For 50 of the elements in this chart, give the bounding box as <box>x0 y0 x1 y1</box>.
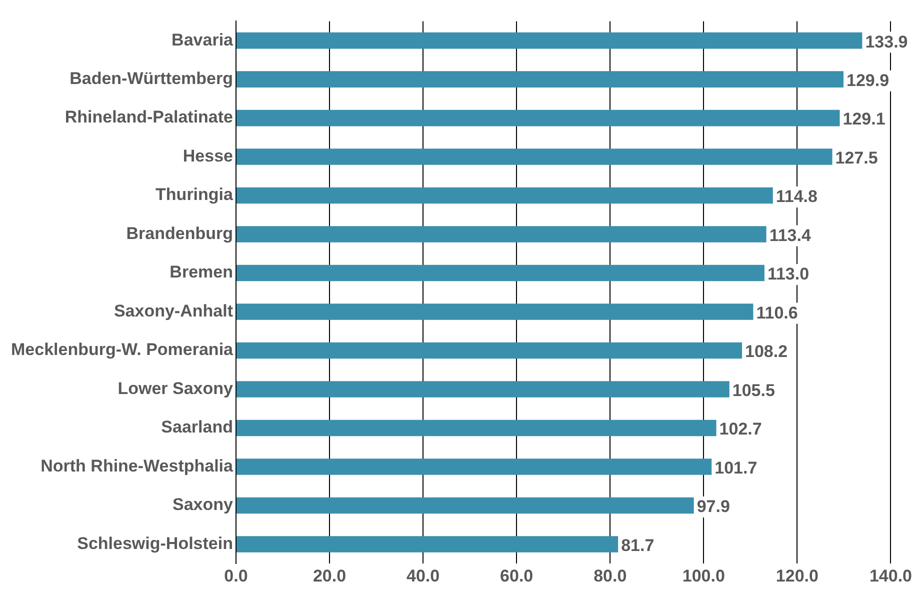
x-tick-label: 0.0 <box>224 566 248 586</box>
bar <box>236 71 844 88</box>
data-label: 127.5 <box>835 148 878 168</box>
bar <box>236 264 764 282</box>
y-tick-label: Lower Saxony <box>118 378 234 398</box>
data-label: 129.1 <box>842 110 886 129</box>
bar <box>236 497 694 514</box>
bar <box>236 110 840 126</box>
data-label: 102.7 <box>719 420 762 439</box>
bar <box>236 420 716 436</box>
x-tick-label: 80.0 <box>594 566 627 586</box>
x-tick-label: 60.0 <box>500 566 534 586</box>
y-tick-label: North Rhine-Westphalia <box>40 456 234 476</box>
y-tick-label: Saxony-Anhalt <box>114 301 234 320</box>
y-tick-label: Thuringia <box>156 185 234 204</box>
data-label: 133.9 <box>865 32 908 52</box>
bar <box>236 32 862 49</box>
y-tick-label: Hesse <box>182 146 233 166</box>
x-tick-label: 40.0 <box>406 566 440 586</box>
data-label: 114.8 <box>776 187 818 206</box>
data-label: 108.2 <box>745 342 788 362</box>
data-label: 101.7 <box>714 458 758 478</box>
x-tick-label: 120.0 <box>776 566 818 586</box>
x-tick-label: 100.0 <box>682 566 725 586</box>
y-tick-label: Brandenburg <box>126 224 233 243</box>
y-tick-label: Mecklenburg-W. Pomerania <box>10 340 234 360</box>
bar <box>236 148 832 165</box>
bar <box>236 226 766 242</box>
data-label: 97.9 <box>696 497 730 516</box>
data-label: 113.0 <box>767 264 810 284</box>
data-label: 113.4 <box>769 226 812 245</box>
x-tick-label: 140.0 <box>869 566 912 586</box>
bar <box>236 187 773 204</box>
bar <box>236 304 754 320</box>
data-label: 129.9 <box>846 71 890 90</box>
bar <box>236 536 618 552</box>
bar <box>236 458 712 475</box>
data-label: 110.6 <box>756 303 798 322</box>
y-tick-label: Bavaria <box>172 30 234 50</box>
bar <box>236 381 730 398</box>
y-tick-label: Schleswig-Holstein <box>77 534 233 553</box>
data-label: 81.7 <box>621 536 654 555</box>
x-tick-label: 20.0 <box>312 566 346 586</box>
data-label: 105.5 <box>732 380 775 400</box>
bar <box>236 342 742 359</box>
y-tick-label: Rhineland-Palatinate <box>64 108 233 127</box>
y-tick-label: Saarland <box>161 418 233 437</box>
y-tick-label: Saxony <box>172 495 234 514</box>
y-tick-label: Baden-Württemberg <box>70 69 233 88</box>
y-tick-label: Bremen <box>170 262 233 282</box>
